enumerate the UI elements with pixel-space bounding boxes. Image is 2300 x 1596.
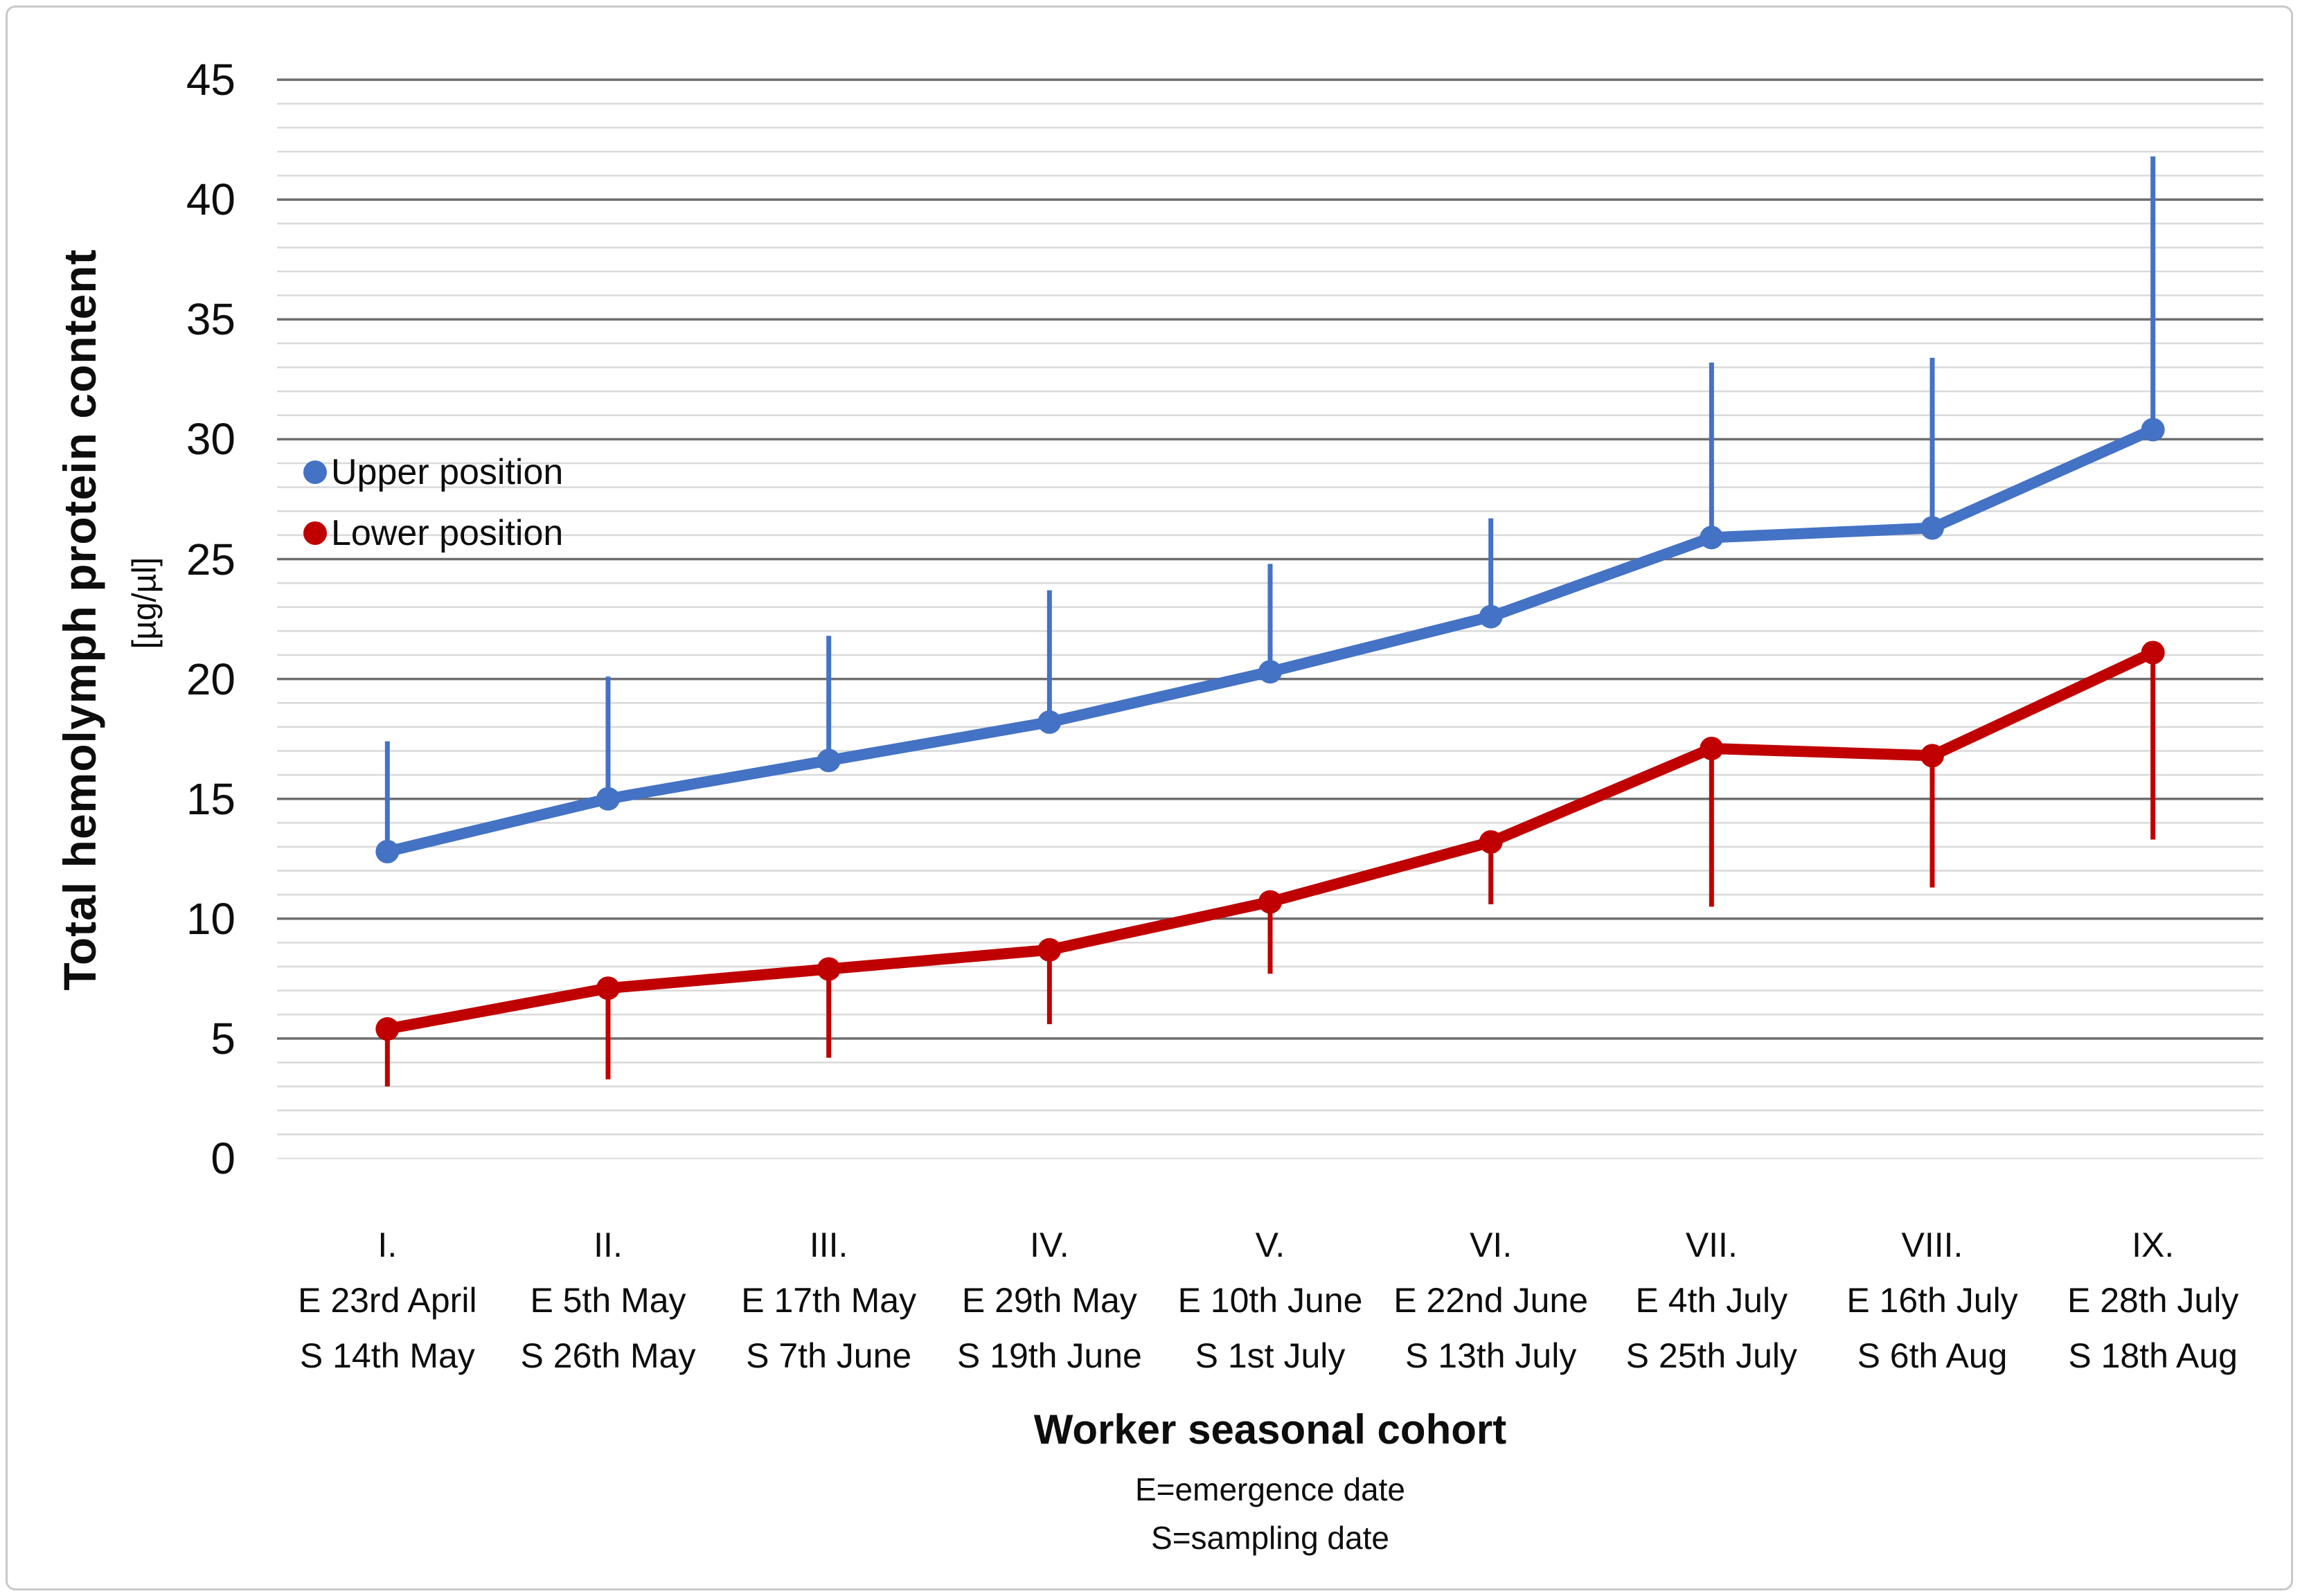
y-tick-label: 45 <box>186 55 235 105</box>
legend-label-upper: Upper position <box>331 452 564 492</box>
legend-label-lower: Lower position <box>331 513 564 553</box>
x-tick-label: VII. E 4th July S 25th July <box>1597 1217 1826 1383</box>
data-point-lower <box>375 1017 400 1041</box>
data-point-lower <box>1479 830 1503 854</box>
x-tick-emergence: E 4th July <box>1635 1281 1788 1320</box>
x-tick-emergence: E 22nd June <box>1393 1281 1589 1320</box>
data-point-lower <box>817 957 841 981</box>
x-tick-sampling: S 18th Aug <box>2068 1336 2238 1375</box>
x-tick-roman: IX. <box>2132 1226 2175 1264</box>
data-point-lower <box>596 976 620 1001</box>
data-point-upper <box>1037 710 1062 734</box>
x-tick-sampling: S 19th June <box>956 1336 1142 1375</box>
data-point-lower <box>1037 938 1062 962</box>
footnote-emergence: E=emergence date <box>1135 1471 1405 1507</box>
x-tick-emergence: E 5th May <box>530 1281 686 1320</box>
x-tick-roman: II. <box>594 1226 623 1264</box>
x-tick-sampling: S 13th July <box>1405 1336 1577 1375</box>
data-point-upper <box>1258 660 1282 684</box>
data-point-lower <box>1258 890 1282 914</box>
footnote-sampling: S=sampling date <box>1151 1520 1389 1556</box>
upper-position-marker-icon <box>303 460 327 484</box>
x-tick-emergence: E 28th July <box>2067 1281 2239 1320</box>
data-point-upper <box>2141 418 2165 442</box>
data-point-lower <box>1700 736 1724 760</box>
x-tick-label: VI. E 22nd June S 13th July <box>1377 1217 1605 1383</box>
y-tick-label: 10 <box>186 893 235 944</box>
data-point-upper <box>1920 516 1944 540</box>
y-tick-label: 40 <box>186 174 235 225</box>
x-tick-label: III. E 17th May S 7th June <box>715 1217 943 1383</box>
x-tick-label: IV. E 29th May S 19th June <box>935 1217 1164 1383</box>
x-tick-roman: I. <box>377 1226 398 1264</box>
x-tick-emergence: E 23rd April <box>298 1281 477 1320</box>
y-tick-label: 15 <box>186 773 235 824</box>
x-tick-roman: VIII. <box>1901 1226 1963 1264</box>
x-tick-label: V. E 10th June S 1st July <box>1156 1217 1384 1383</box>
x-tick-sampling: S 6th Aug <box>1857 1336 2008 1375</box>
x-tick-label: II. E 5th May S 26th May <box>494 1217 722 1383</box>
data-point-upper <box>1479 604 1503 629</box>
x-tick-sampling: S 7th June <box>746 1336 912 1375</box>
x-tick-sampling: S 25th July <box>1625 1336 1798 1375</box>
data-point-upper <box>375 839 400 863</box>
x-tick-emergence: E 10th June <box>1177 1281 1363 1320</box>
y-tick-label: 5 <box>211 1013 235 1064</box>
y-tick-label: 35 <box>186 294 235 345</box>
y-tick-label: 0 <box>211 1133 235 1183</box>
legend-item-upper: Upper position <box>303 442 563 503</box>
lower-position-marker-icon <box>303 521 327 545</box>
x-tick-label: IX. E 28th July S 18th Aug <box>2039 1217 2267 1383</box>
legend-item-lower: Lower position <box>303 503 563 564</box>
x-tick-emergence: E 17th May <box>741 1281 917 1320</box>
x-tick-emergence: E 16th July <box>1846 1281 2018 1320</box>
y-tick-label: 30 <box>186 414 235 465</box>
x-tick-roman: IV. <box>1030 1226 1069 1264</box>
x-axis-title: Worker seasonal cohort <box>1033 1406 1507 1453</box>
data-point-lower <box>1920 744 1944 768</box>
x-tick-sampling: S 26th May <box>520 1336 696 1375</box>
x-tick-label: I. E 23rd April S 14th May <box>273 1217 501 1383</box>
legend: Upper position Lower position <box>303 442 563 564</box>
chart-border <box>6 6 2293 1590</box>
data-point-upper <box>817 748 841 773</box>
x-tick-roman: VI. <box>1470 1226 1513 1264</box>
y-tick-label: 20 <box>186 654 235 704</box>
y-axis-title: Total hemolymph protein content <box>54 249 105 991</box>
x-tick-roman: V. <box>1255 1226 1285 1264</box>
data-point-lower <box>2141 640 2165 665</box>
data-point-upper <box>596 787 620 811</box>
y-tick-label: 25 <box>186 534 235 584</box>
x-tick-roman: VII. <box>1685 1226 1738 1264</box>
x-tick-sampling: S 1st July <box>1195 1336 1346 1375</box>
data-point-upper <box>1700 526 1724 550</box>
x-tick-label: VIII. E 16th July S 6th Aug <box>1818 1217 2047 1383</box>
x-tick-emergence: E 29th May <box>961 1281 1137 1320</box>
x-tick-sampling: S 14th May <box>299 1336 475 1375</box>
x-tick-roman: III. <box>809 1226 848 1264</box>
